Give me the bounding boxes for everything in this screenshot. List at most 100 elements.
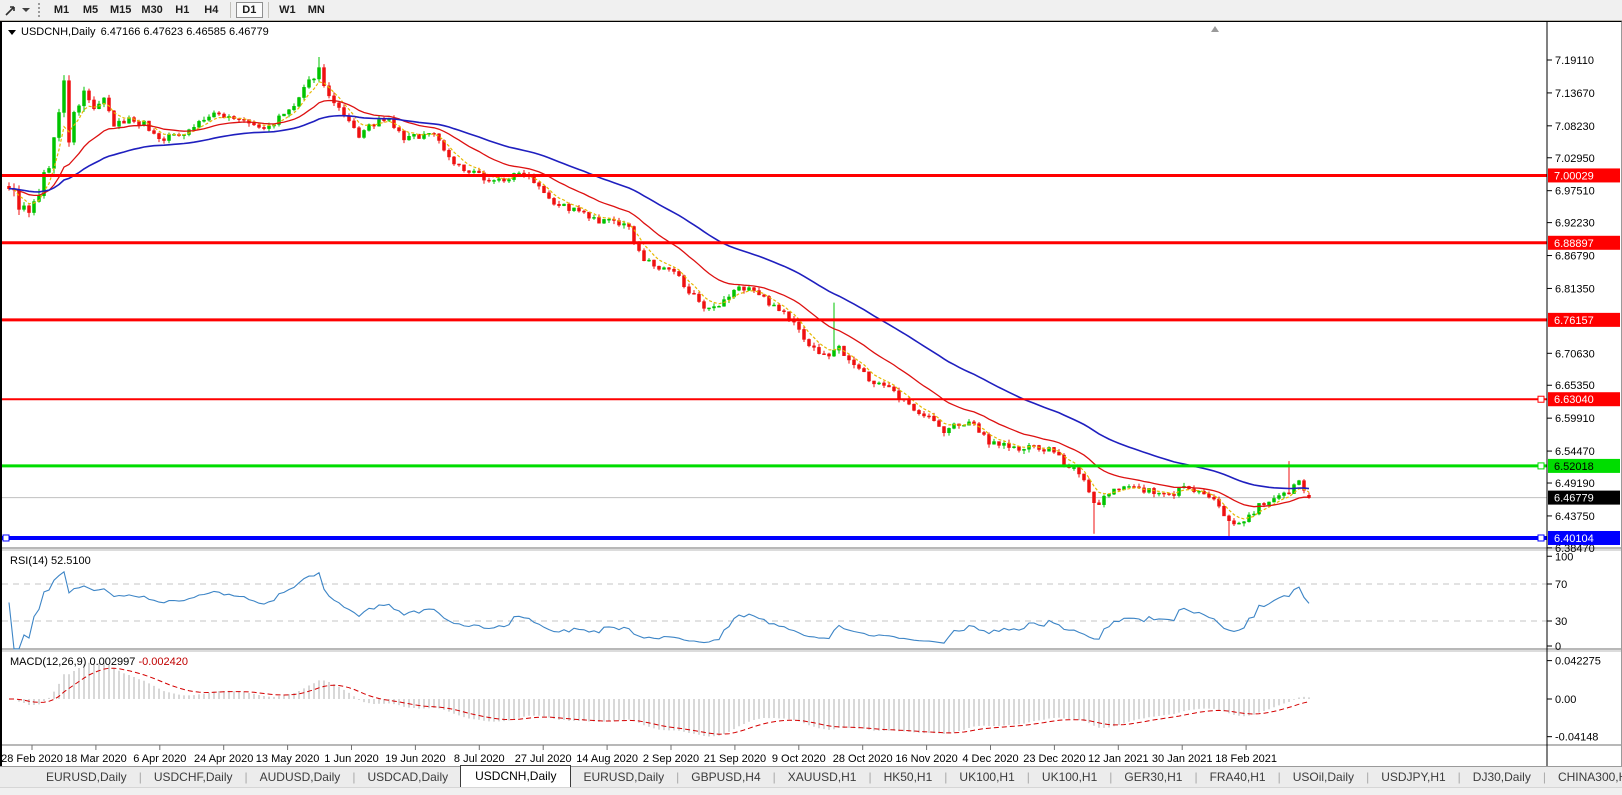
top-toolbar: M1 M5 M15 M30 H1 H4 D1 W1 MN bbox=[0, 0, 1622, 21]
macd-main-value: 0.002997 bbox=[89, 656, 136, 668]
svg-text:8 Jul 2020: 8 Jul 2020 bbox=[454, 753, 505, 765]
chart-shift-marker[interactable] bbox=[1211, 26, 1219, 32]
chart-tab-bar: EURUSD,Daily | USDCHF,Daily | AUDUSD,Daily | U… bbox=[0, 765, 1622, 788]
timeframe-toolbar: M1 M5 M15 M30 H1 H4 D1 W1 MN bbox=[47, 2, 331, 18]
svg-text:6.81350: 6.81350 bbox=[1555, 283, 1595, 295]
tab-separator: | bbox=[944, 770, 948, 784]
svg-text:6.59910: 6.59910 bbox=[1555, 413, 1595, 425]
svg-text:0.00: 0.00 bbox=[1555, 694, 1576, 706]
svg-text:0.042275: 0.042275 bbox=[1555, 656, 1601, 668]
timeframe-button-m15[interactable]: M15 bbox=[110, 4, 132, 16]
tab-separator: | bbox=[868, 770, 872, 784]
tab-xauusd-h1[interactable]: XAUUSD,H1 bbox=[787, 770, 857, 784]
svg-text:7.08230: 7.08230 bbox=[1555, 121, 1595, 133]
svg-text:6.52018: 6.52018 bbox=[1554, 461, 1594, 473]
tab-ger30-h1[interactable]: GER30,H1 bbox=[1124, 770, 1183, 784]
tab-separator: | bbox=[352, 770, 356, 784]
svg-text:6.38470: 6.38470 bbox=[1555, 543, 1595, 555]
macd-histogram bbox=[13, 662, 1310, 737]
svg-text:28 Feb 2020: 28 Feb 2020 bbox=[2, 753, 63, 765]
svg-text:28 Oct 2020: 28 Oct 2020 bbox=[833, 753, 893, 765]
svg-text:6.76157: 6.76157 bbox=[1554, 315, 1594, 327]
chart-header: USDCNH,Daily 6.47166 6.47623 6.46585 6.4… bbox=[8, 26, 269, 38]
timeframe-button-m1[interactable]: M1 bbox=[53, 4, 70, 16]
hline-handle[interactable] bbox=[1537, 395, 1545, 403]
tab-separator: | bbox=[244, 770, 248, 784]
rsi-panel-label: RSI(14) 52.5100 bbox=[10, 555, 91, 567]
price-chart-canvas[interactable]: 7.19110 7.13670 7.08230 7.02950 6.97510 6.922… bbox=[2, 22, 1621, 766]
svg-text:6.65350: 6.65350 bbox=[1555, 380, 1595, 392]
tab-separator: | bbox=[772, 770, 776, 784]
toolbar-grip-handle[interactable] bbox=[38, 3, 41, 17]
svg-text:12 Jan 2021: 12 Jan 2021 bbox=[1088, 753, 1149, 765]
svg-text:70: 70 bbox=[1555, 579, 1567, 591]
macd-signal-line bbox=[9, 667, 1310, 735]
svg-text:16 Nov 2020: 16 Nov 2020 bbox=[895, 753, 957, 765]
svg-text:6.70630: 6.70630 bbox=[1555, 348, 1595, 360]
toolbar-separator bbox=[267, 2, 269, 18]
time-axis[interactable]: 28 Feb 2020 18 Mar 2020 6 Apr 2020 24 Apr 2… bbox=[2, 745, 1277, 765]
tab-eurusd-daily[interactable]: EURUSD,Daily bbox=[46, 770, 127, 784]
price-axis[interactable]: 7.19110 7.13670 7.08230 7.02950 6.97510 6.922… bbox=[1546, 22, 1620, 766]
timeframe-button-m30[interactable]: M30 bbox=[141, 4, 163, 16]
svg-text:24 Apr 2020: 24 Apr 2020 bbox=[194, 753, 253, 765]
svg-text:7.02950: 7.02950 bbox=[1555, 153, 1595, 165]
tab-uk100-h1[interactable]: UK100,H1 bbox=[959, 770, 1015, 784]
tab-usdchf-daily[interactable]: USDCHF,Daily bbox=[153, 770, 233, 784]
rsi-line bbox=[8, 570, 1310, 650]
timeframe-button-mn[interactable]: MN bbox=[307, 4, 325, 16]
timeframe-button-h1[interactable]: H1 bbox=[175, 4, 190, 16]
tab-separator: | bbox=[138, 770, 142, 784]
timeframe-button-w1[interactable]: W1 bbox=[279, 4, 296, 16]
tab-dj30-daily[interactable]: DJ30,Daily bbox=[1472, 770, 1531, 784]
svg-text:0: 0 bbox=[1555, 641, 1561, 653]
macd-signal-value: -0.002420 bbox=[138, 656, 188, 668]
tab-separator: | bbox=[1277, 770, 1281, 784]
tab-usdcad-daily[interactable]: USDCAD,Daily bbox=[367, 770, 449, 784]
tab-gbpusd-h4[interactable]: GBPUSD,H4 bbox=[691, 770, 761, 784]
tab-usoil-daily[interactable]: USOil,Daily bbox=[1292, 770, 1355, 784]
svg-text:6.46779: 6.46779 bbox=[1554, 493, 1594, 505]
hline-handle[interactable] bbox=[1537, 534, 1545, 542]
chart-window: USDCNH,Daily 6.47166 6.47623 6.46585 6.4… bbox=[0, 21, 1622, 766]
macd-name: MACD(12,26,9) bbox=[10, 656, 87, 668]
svg-text:6.49190: 6.49190 bbox=[1555, 478, 1595, 490]
tab-separator: | bbox=[1194, 770, 1198, 784]
svg-text:21 Sep 2020: 21 Sep 2020 bbox=[704, 753, 766, 765]
tab-separator: | bbox=[1109, 770, 1113, 784]
chevron-down-icon bbox=[22, 8, 30, 12]
tab-hk50-h1[interactable]: HK50,H1 bbox=[883, 770, 933, 784]
rsi-name: RSI(14) bbox=[10, 555, 48, 567]
timeframe-button-m5[interactable]: M5 bbox=[82, 4, 99, 16]
tab-china300-h1[interactable]: CHINA300,H1 bbox=[1557, 770, 1622, 784]
tab-separator: | bbox=[1542, 770, 1546, 784]
hline-handle[interactable] bbox=[1537, 462, 1545, 470]
tab-separator: | bbox=[1366, 770, 1370, 784]
svg-text:6.92230: 6.92230 bbox=[1555, 218, 1595, 230]
svg-text:19 Jun 2020: 19 Jun 2020 bbox=[385, 753, 446, 765]
timeframe-button-h4[interactable]: H4 bbox=[204, 4, 219, 16]
svg-text:6 Apr 2020: 6 Apr 2020 bbox=[133, 753, 186, 765]
hline-handle[interactable] bbox=[2, 534, 10, 542]
tab-fra40-h1[interactable]: FRA40,H1 bbox=[1209, 770, 1266, 784]
cursor-tool-dropdown[interactable] bbox=[0, 3, 34, 17]
svg-text:13 May 2020: 13 May 2020 bbox=[256, 753, 320, 765]
tab-usdjpy-h1[interactable]: USDJPY,H1 bbox=[1381, 770, 1446, 784]
tab-usdcnh-daily[interactable]: USDCNH,Daily bbox=[460, 765, 572, 788]
tab-eurusd-daily[interactable]: EURUSD,Daily bbox=[583, 770, 665, 784]
tab-audusd-daily[interactable]: AUDUSD,Daily bbox=[259, 770, 341, 784]
svg-text:6.88897: 6.88897 bbox=[1554, 238, 1594, 250]
tab-separator: | bbox=[676, 770, 680, 784]
svg-text:14 Aug 2020: 14 Aug 2020 bbox=[576, 753, 638, 765]
rsi-value: 52.5100 bbox=[50, 555, 91, 567]
tab-separator: | bbox=[1457, 770, 1461, 784]
tab-uk100-h1[interactable]: UK100,H1 bbox=[1041, 770, 1098, 784]
svg-text:-0.04148: -0.04148 bbox=[1555, 732, 1598, 744]
svg-text:18 Mar 2020: 18 Mar 2020 bbox=[65, 753, 127, 765]
timeframe-button-d1[interactable]: D1 bbox=[235, 2, 263, 18]
svg-text:30 Jan 2021: 30 Jan 2021 bbox=[1152, 753, 1213, 765]
chart-ohlc-values: 6.47166 6.47623 6.46585 6.46779 bbox=[100, 26, 269, 38]
chart-context-arrow-icon[interactable] bbox=[8, 29, 16, 35]
svg-text:30: 30 bbox=[1555, 616, 1567, 628]
svg-text:6.40104: 6.40104 bbox=[1554, 533, 1594, 545]
